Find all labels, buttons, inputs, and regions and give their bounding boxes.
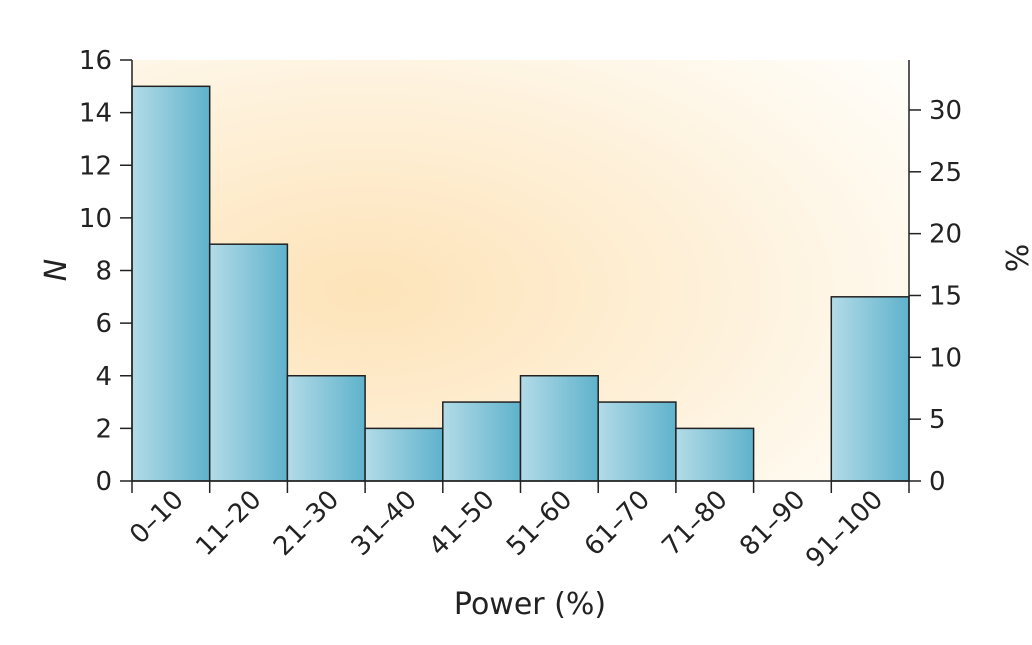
y-tick-label: 12 [79,151,112,181]
bar-5 [519,375,599,482]
right-y-tick-label: 30 [929,96,962,126]
x-tick-label: 0–10 [124,485,190,551]
y-tick-label: 2 [95,414,112,444]
x-tick-label: 91–100 [800,485,889,574]
x-tick-label: 51–60 [501,485,578,562]
right-y-tick-label: 20 [929,220,962,250]
bar-1 [208,243,289,482]
bar-3 [364,427,444,482]
y-tick-label: 10 [79,204,112,234]
bar-7 [675,427,755,482]
y-tick-label: 8 [95,257,112,287]
right-y-tick-label: 25 [929,158,962,188]
y-axis-label: N [39,259,74,281]
y-tick-label: 6 [95,309,112,339]
right-y-tick-label: 10 [929,343,962,373]
right-y-tick-label: 15 [929,281,962,311]
x-axis-label: Power (%) [454,587,606,622]
bar-2 [286,375,366,482]
x-tick-label: 31–40 [346,485,423,562]
right-y-tick-label: 5 [929,405,946,435]
x-tick-label: 71–80 [657,485,734,562]
bar-0 [131,85,211,482]
y-tick-label: 14 [79,99,112,129]
bar-4 [442,401,522,482]
y-tick-label: 0 [95,467,112,497]
x-tick-label: 41–50 [423,485,500,562]
x-tick-label: 81–90 [734,485,811,562]
bar-6 [597,401,677,482]
right-y-tick-label: 0 [929,467,946,497]
x-tick-label: 21–30 [268,485,345,562]
y-tick-label: 4 [95,362,112,392]
x-tick-label: 61–70 [579,485,656,562]
x-tick-label: 11–20 [190,485,267,562]
y-tick-label: 16 [79,46,112,76]
right-y-axis-label: % [998,244,1032,273]
bar-9 [830,296,910,482]
